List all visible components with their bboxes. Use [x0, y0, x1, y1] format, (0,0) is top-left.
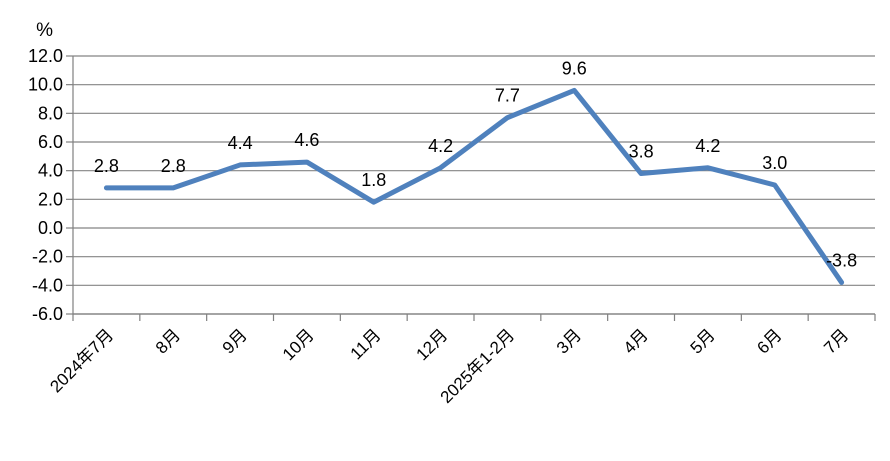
y-axis-label: 10.0: [28, 75, 63, 95]
unit-label: %: [36, 20, 53, 41]
data-label: 9.6: [562, 58, 587, 78]
x-axis-label: 12月: [413, 325, 452, 364]
data-label: 2.8: [161, 156, 186, 176]
y-axis-label: 12.0: [28, 46, 63, 66]
y-axis-label: 6.0: [38, 132, 63, 152]
series-line: [103, 87, 845, 285]
data-label: 3.0: [762, 153, 787, 173]
x-axis-label: 7月: [820, 325, 852, 357]
data-label: 3.8: [629, 142, 654, 162]
axes: [66, 55, 876, 321]
y-axis-label: 8.0: [38, 103, 63, 123]
y-axis-label: -2.0: [32, 247, 63, 267]
x-axis-label: 2024年7月: [46, 325, 117, 396]
data-label: 7.7: [495, 86, 520, 106]
gridlines: [73, 55, 875, 315]
x-axis-label: 5月: [687, 325, 719, 357]
x-axis-label: 3月: [553, 325, 585, 357]
data-label: -3.8: [826, 250, 857, 270]
y-axis-label: -6.0: [32, 304, 63, 324]
data-label: 4.6: [294, 130, 319, 150]
y-axis-label: 4.0: [38, 161, 63, 181]
x-axis-label: 11月: [347, 325, 385, 363]
data-label: 4.4: [228, 133, 253, 153]
y-axis-label: 2.0: [38, 189, 63, 209]
data-label: 4.2: [428, 136, 453, 156]
y-axis-label: -4.0: [32, 275, 63, 295]
data-label: 1.8: [361, 170, 386, 190]
data-series: [103, 87, 845, 285]
x-axis-label: 9月: [219, 325, 251, 357]
x-axis-label: 10月: [279, 325, 318, 364]
data-label: 2.8: [94, 156, 119, 176]
data-label: 4.2: [695, 136, 720, 156]
x-axis-label: 6月: [753, 325, 785, 357]
x-axis-label: 8月: [152, 325, 184, 357]
labels: 12.0 10.0 8.0 6.0 4.0 2.0 0.0 -2.0 -4.0 -6.02024年…: [28, 46, 857, 407]
y-axis-label: 0.0: [38, 218, 63, 238]
x-axis-label: 4月: [620, 325, 652, 357]
